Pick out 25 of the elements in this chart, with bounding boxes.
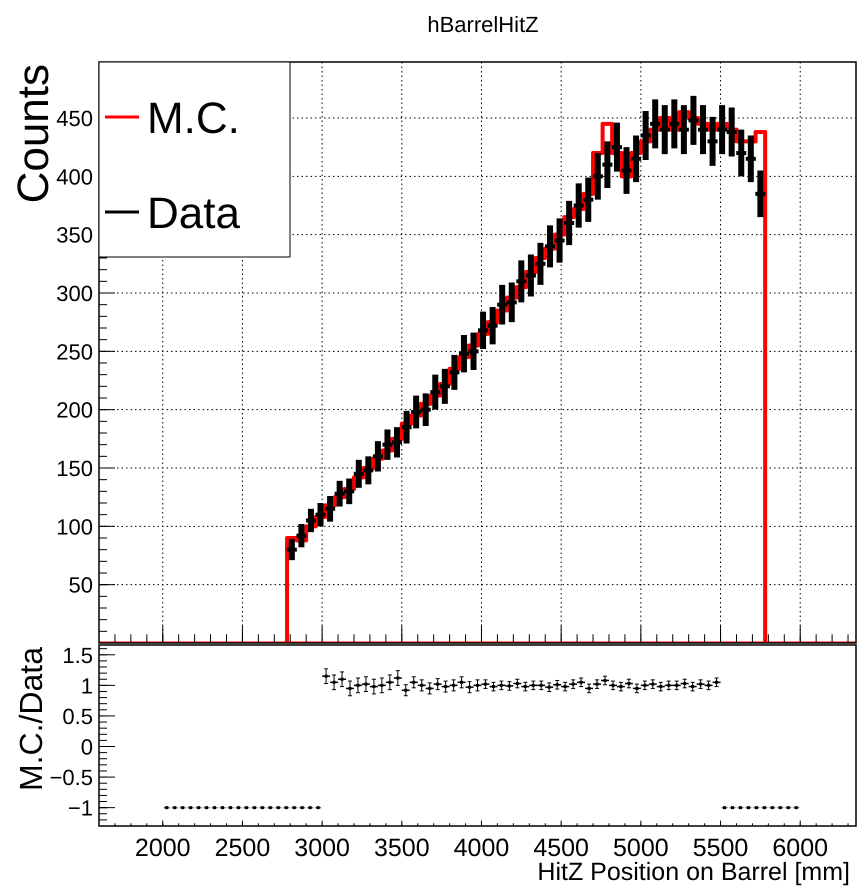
x-tick-label: 4000 [454,834,510,862]
y-tick-label: 0 [80,734,93,760]
y-axis-title: Counts [9,64,58,204]
y-tick-label: 100 [56,514,93,540]
x-tick-label: 3000 [294,834,350,862]
x-tick-label: 2000 [134,834,191,862]
y-tick-label: 350 [56,222,93,248]
y-tick-label: 0.5 [62,704,93,729]
y-tick-label: 200 [56,398,93,423]
x-tick-label: 2500 [214,834,270,862]
y-tick-label: 1.5 [62,642,93,668]
y-tick-label: 300 [56,281,93,306]
y-axis-title: M.C./Data [13,646,49,792]
y-tick-label: −0.5 [50,765,93,790]
legend-label: M.C. [147,94,240,143]
y-tick-label: 250 [56,339,93,364]
x-tick-label: 3500 [374,834,430,862]
chart-title: hBarrelHitZ [427,12,539,37]
y-tick-label: 1 [80,673,93,698]
y-tick-label: 50 [68,572,93,598]
y-tick-label: 450 [56,106,93,131]
legend-label: Data [147,189,240,238]
y-tick-label: 400 [56,164,93,190]
y-tick-label: −1 [68,796,93,821]
y-tick-label: 150 [56,456,93,481]
